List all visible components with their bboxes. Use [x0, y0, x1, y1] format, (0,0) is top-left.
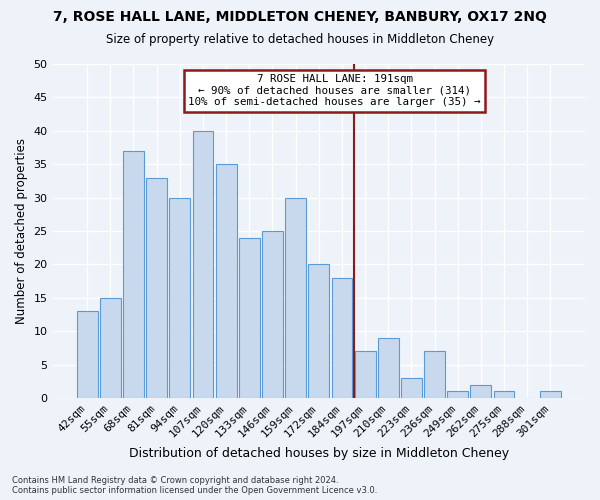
Bar	[100, 298, 121, 398]
Bar	[239, 238, 260, 398]
Bar	[424, 352, 445, 398]
Bar	[193, 131, 214, 398]
Bar	[169, 198, 190, 398]
Bar	[285, 198, 306, 398]
Y-axis label: Number of detached properties: Number of detached properties	[15, 138, 28, 324]
Bar	[262, 231, 283, 398]
Bar	[332, 278, 352, 398]
Text: Contains HM Land Registry data © Crown copyright and database right 2024.
Contai: Contains HM Land Registry data © Crown c…	[12, 476, 377, 495]
Bar	[355, 352, 376, 398]
X-axis label: Distribution of detached houses by size in Middleton Cheney: Distribution of detached houses by size …	[129, 447, 509, 460]
Bar	[123, 151, 144, 398]
Text: 7 ROSE HALL LANE: 191sqm
← 90% of detached houses are smaller (314)
10% of semi-: 7 ROSE HALL LANE: 191sqm ← 90% of detach…	[188, 74, 481, 107]
Bar	[77, 311, 98, 398]
Bar	[401, 378, 422, 398]
Bar	[448, 392, 468, 398]
Bar	[216, 164, 236, 398]
Bar	[540, 392, 561, 398]
Bar	[470, 384, 491, 398]
Bar	[494, 392, 514, 398]
Bar	[146, 178, 167, 398]
Text: 7, ROSE HALL LANE, MIDDLETON CHENEY, BANBURY, OX17 2NQ: 7, ROSE HALL LANE, MIDDLETON CHENEY, BAN…	[53, 10, 547, 24]
Bar	[378, 338, 398, 398]
Text: Size of property relative to detached houses in Middleton Cheney: Size of property relative to detached ho…	[106, 32, 494, 46]
Bar	[308, 264, 329, 398]
